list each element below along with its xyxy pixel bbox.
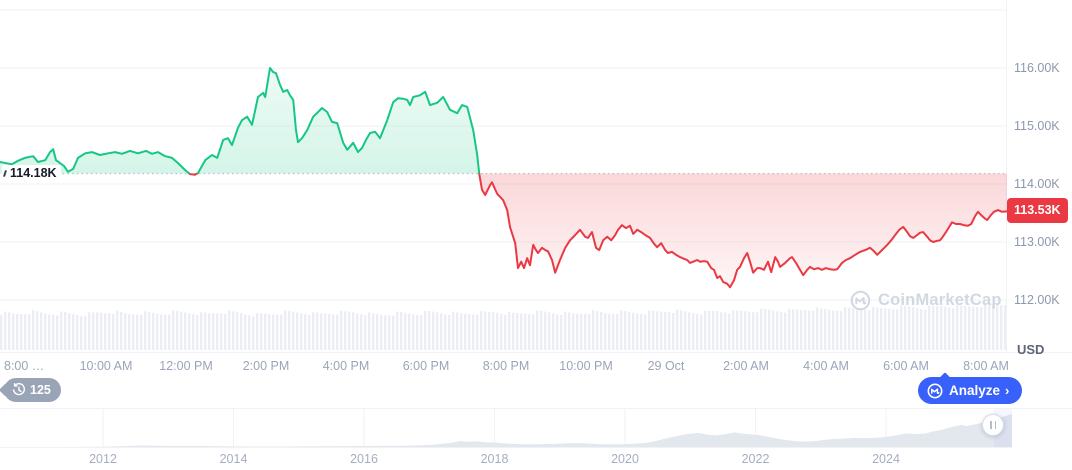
analyze-button[interactable]: Analyze › [918, 377, 1023, 404]
open-price-tick-icon [2, 169, 8, 178]
price-axis-label: 112.00K [1014, 293, 1060, 307]
current-price-badge: 113.53K [1007, 198, 1068, 223]
coinmarketcap-logo-icon [850, 290, 871, 311]
navigator-handle[interactable] [982, 414, 1004, 436]
navigator-baseline [0, 447, 1012, 448]
time-axis-label: 2:00 AM [723, 359, 769, 373]
time-axis-label: 4:00 PM [322, 359, 370, 373]
time-axis-label: 12:00 PM [159, 359, 213, 373]
time-axis-label: 10:00 PM [559, 359, 613, 373]
range-navigator[interactable] [0, 408, 1072, 449]
year-axis-label: 2016 [350, 452, 378, 466]
price-axis-label: 116.00K [1014, 61, 1060, 75]
time-axis-label: 4:00 AM [803, 359, 849, 373]
watermark-text: CoinMarketCap [878, 291, 1002, 309]
year-axis-label: 2024 [872, 452, 900, 466]
year-axis-label: 2012 [89, 452, 117, 466]
time-axis-label: 8:00 AM [963, 359, 1009, 373]
time-axis-label: 29 Oct [647, 359, 685, 373]
open-price-value: 114.18K [10, 166, 57, 180]
price-axis-label: 114.00K [1014, 177, 1060, 191]
time-axis-label: 8:00 … [4, 359, 45, 373]
history-count-badge[interactable]: 125 [4, 378, 61, 402]
coinmarketcap-logo-icon [927, 383, 943, 398]
price-axis-label: 115.00K [1014, 119, 1060, 133]
history-clock-icon [12, 383, 26, 396]
watermark: CoinMarketCap [850, 290, 1002, 311]
chevron-right-icon: › [1005, 383, 1010, 398]
history-count-value: 125 [30, 383, 51, 397]
navigator-area-chart [0, 409, 1012, 448]
currency-unit-label: USD [1017, 342, 1045, 357]
main-price-chart[interactable] [0, 0, 1072, 354]
open-price-label: 114.18K [2, 165, 61, 182]
year-axis-label: 2022 [741, 452, 770, 466]
time-axis-label: 6:00 PM [402, 359, 450, 373]
analyze-label: Analyze [949, 383, 1001, 398]
time-axis-label: 8:00 PM [482, 359, 530, 373]
time-axis-label: 6:00 AM [883, 359, 929, 373]
year-axis-label: 2018 [480, 452, 509, 466]
year-axis-label: 2014 [219, 452, 248, 466]
year-axis-label: 2020 [611, 452, 639, 466]
time-axis-label: 2:00 PM [242, 359, 290, 373]
time-axis-label: 10:00 AM [79, 359, 133, 373]
price-axis-label: 113.00K [1014, 235, 1060, 249]
